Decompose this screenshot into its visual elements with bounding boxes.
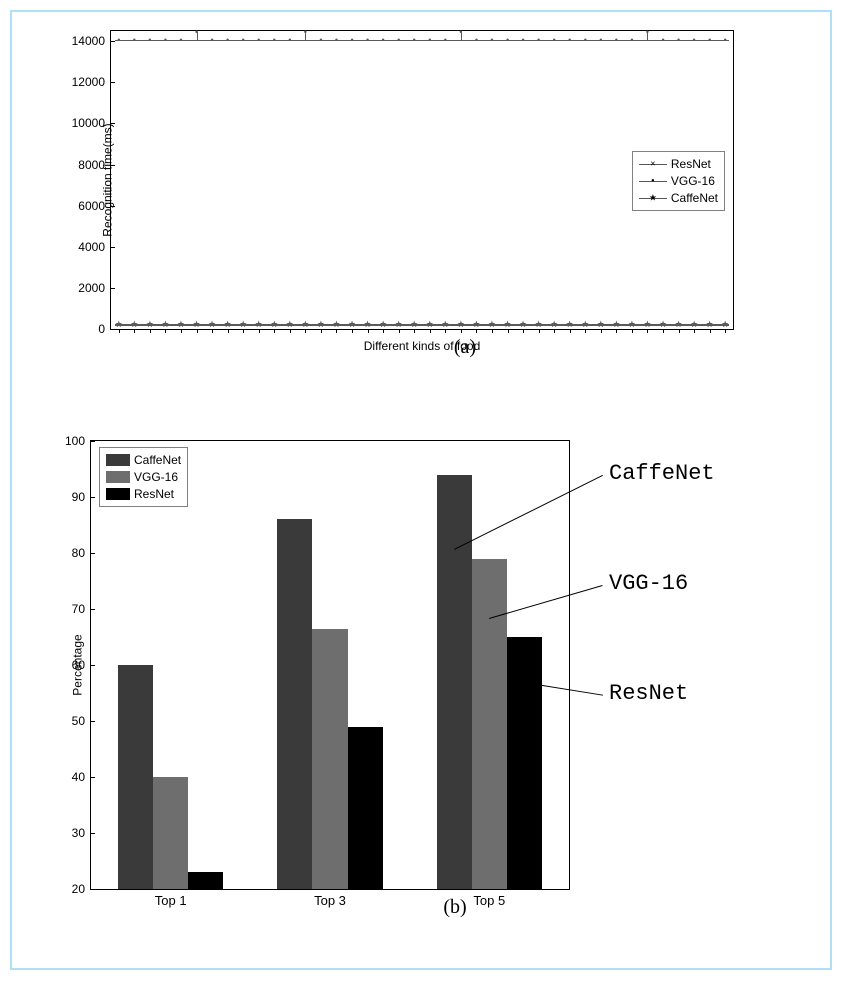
x-axis-label-a: Different kinds of food [364, 329, 481, 353]
y-tick: 8000 [78, 158, 111, 172]
y-tick: 60 [72, 658, 91, 672]
y-tick: 20 [72, 882, 91, 896]
legend-label: ResNet [671, 156, 711, 173]
y-tick: 50 [72, 714, 91, 728]
y-tick: 70 [72, 602, 91, 616]
legend-item: ★CaffeNet [639, 190, 718, 207]
bar [507, 637, 542, 889]
panel-a: Recognition time(ms) Different kinds of … [22, 20, 820, 400]
y-tick: 6000 [78, 199, 111, 213]
bar [437, 475, 472, 889]
x-tick-label: Top 1 [155, 889, 187, 908]
y-axis-label-a: Recognition time(ms) [101, 123, 115, 236]
y-tick: 90 [72, 490, 91, 504]
callout-label: ResNet [609, 681, 688, 706]
callout-line [454, 475, 603, 550]
x-tick-label: Top 5 [473, 889, 505, 908]
legend-label: VGG-16 [671, 173, 715, 190]
y-tick: 12000 [72, 75, 111, 89]
bar [118, 665, 153, 889]
series-spike [461, 32, 462, 40]
y-tick: 0 [98, 322, 111, 336]
bar [472, 559, 507, 889]
series-spike [647, 32, 648, 40]
series-spike [305, 32, 306, 40]
bar [312, 629, 347, 889]
bar-chart: Percentage CaffeNetVGG-16ResNet 20304050… [90, 440, 570, 890]
y-tick: 40 [72, 770, 91, 784]
legend-item: CaffeNet [106, 452, 181, 469]
legend-item: •VGG-16 [639, 173, 718, 190]
y-tick: 2000 [78, 281, 111, 295]
figure-container: Recognition time(ms) Different kinds of … [10, 10, 832, 970]
legend-item: ×ResNet [639, 156, 718, 173]
line-chart: Recognition time(ms) Different kinds of … [110, 30, 734, 330]
y-tick: 80 [72, 546, 91, 560]
bar [188, 872, 223, 889]
bar [277, 519, 312, 889]
callout-label: VGG-16 [609, 571, 688, 596]
legend-label: ResNet [134, 486, 174, 503]
legend-label: VGG-16 [134, 469, 178, 486]
panel-b: Percentage CaffeNetVGG-16ResNet 20304050… [22, 400, 820, 960]
caption-b: (b) [90, 896, 820, 919]
legend-item: ResNet [106, 486, 181, 503]
x-tick-label: Top 3 [314, 889, 346, 908]
legend-label: CaffeNet [134, 452, 181, 469]
series-line [115, 40, 729, 41]
legend-b: CaffeNetVGG-16ResNet [99, 447, 188, 507]
bar [348, 727, 383, 889]
series-spike [197, 32, 198, 40]
legend-a: ×ResNet•VGG-16★CaffeNet [632, 151, 725, 211]
y-tick: 30 [72, 826, 91, 840]
callout-label: CaffeNet [609, 461, 715, 486]
bar [153, 777, 188, 889]
y-tick: 14000 [72, 34, 111, 48]
legend-item: VGG-16 [106, 469, 181, 486]
y-tick: 100 [65, 434, 91, 448]
y-tick: 10000 [72, 116, 111, 130]
legend-label: CaffeNet [671, 190, 718, 207]
y-tick: 4000 [78, 240, 111, 254]
